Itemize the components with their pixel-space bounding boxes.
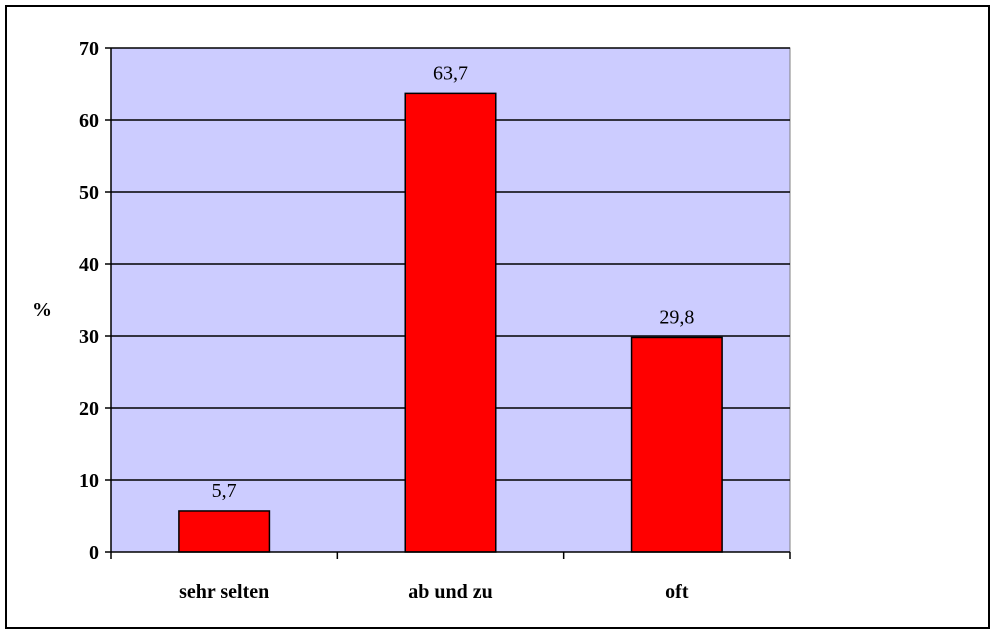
data-label: 29,8 (659, 306, 694, 328)
x-tick-label: oft (665, 581, 689, 603)
bar (404, 92, 497, 553)
y-ticks: 0 10 20 30 40 50 60 70 (79, 38, 111, 564)
data-label: 5,7 (212, 480, 237, 502)
x-tick-label: ab und zu (408, 581, 493, 603)
y-tick-label: 30 (79, 326, 99, 348)
data-label: 63,7 (433, 62, 468, 84)
y-tick-label: 50 (79, 182, 99, 204)
bar (178, 510, 271, 553)
bar (630, 336, 723, 553)
axes (110, 48, 790, 553)
y-axis-label: % (32, 299, 52, 321)
x-ticks: sehr selten ab und zu oft (110, 552, 791, 603)
data-labels: 5,7 63,7 29,8 (212, 62, 695, 502)
y-tick-label: 0 (89, 542, 99, 564)
y-tick-label: 40 (79, 254, 99, 276)
y-tick-label: 10 (79, 470, 99, 492)
y-tick-label: 60 (79, 110, 99, 132)
x-tick-label: sehr selten (179, 581, 269, 603)
y-tick-label: 20 (79, 398, 99, 420)
y-tick-label: 70 (79, 38, 99, 60)
bars (178, 92, 723, 553)
